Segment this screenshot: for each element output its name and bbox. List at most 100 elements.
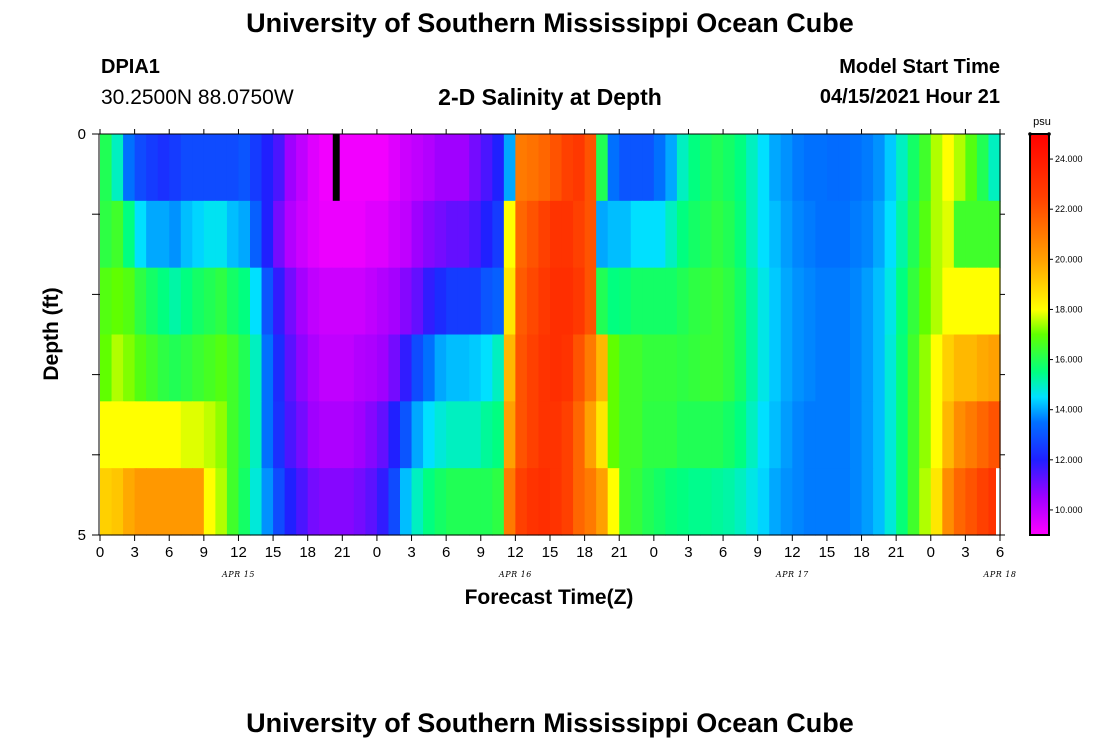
heatmap-cell [630,200,643,269]
heatmap-cell [988,401,1001,469]
heatmap-cell [123,401,136,469]
heatmap-cell [376,401,390,469]
colorbar-tick-label: 22.000 [1055,204,1083,214]
heatmap-cell [930,334,943,402]
heatmap-cell [976,468,990,536]
heatmap-cell [896,267,909,336]
heatmap-cell [584,334,597,402]
heatmap-cell [503,468,516,536]
heatmap-cell [400,134,413,202]
heatmap-cell [469,134,482,202]
heatmap-cell [953,134,966,202]
heatmap-cell [653,468,666,536]
heatmap-cell [803,267,816,336]
heatmap-cell [607,267,620,336]
x-tick-label: 15 [542,544,559,561]
heatmap-cell [965,200,978,269]
heatmap-cell [780,200,793,269]
heatmap-cell [792,401,805,469]
heatmap-cell [688,267,701,336]
heatmap-cell [111,401,124,469]
heatmap-cell [861,334,874,402]
heatmap-cell [342,267,355,336]
heatmap-cell [665,401,678,469]
heatmap-cell [561,134,574,202]
heatmap-cell [100,267,113,336]
heatmap-cell [492,468,505,536]
heatmap-cell [261,468,274,536]
heatmap-cell [123,200,136,269]
heatmap-cell [723,334,736,402]
heatmap-cell [596,267,609,336]
heatmap-cell [134,334,147,402]
heatmap-cell [942,200,955,269]
heatmap-cell [826,401,840,469]
heatmap-cell [919,334,932,402]
x-axis-day-labels: APR 15 APR 16 APR 17 APR 18 [221,570,1016,579]
day-label: APR 17 [775,570,809,579]
heatmap-cell [700,401,713,469]
heatmap-cell [861,401,874,469]
colorbar-corner-dot [1028,132,1032,136]
heatmap-cell [134,267,147,336]
heatmap-cell [238,401,251,469]
x-tick-label: 9 [754,544,762,561]
heatmap-cell [550,267,563,336]
heatmap-cell [307,401,320,469]
heatmap-cell [757,468,770,536]
heatmap-cell [215,134,228,202]
heatmap-cell [561,200,574,269]
heatmap-cell [942,468,955,536]
heatmap-cell [307,468,320,536]
heatmap-cell [584,401,597,469]
heatmap-cell [584,200,597,269]
heatmap-cell [688,401,701,469]
heatmap-cell [746,401,759,469]
heatmap-cell [480,267,493,336]
heatmap-cell [561,267,574,336]
heatmap-cell [526,468,540,536]
heatmap-cell [550,334,563,402]
heatmap-cell [469,200,482,269]
heatmap-cell [100,200,113,269]
heatmap-cell [446,134,459,202]
x-tick-label: 3 [961,544,969,561]
heatmap-cell [284,334,297,402]
x-tick-label: 3 [684,544,692,561]
heatmap-cell [584,468,597,536]
heatmap-cell [665,200,678,269]
heatmap-cell [850,334,863,402]
heatmap-cell [226,334,240,402]
heatmap-cell [123,134,136,202]
heatmap-cell [146,200,159,269]
heatmap-cell [942,401,955,469]
heatmap-cell [700,200,713,269]
heatmap-cell [457,267,470,336]
heatmap-cell [988,334,1001,402]
heatmap-cell [653,134,666,202]
heatmap-cell [250,200,263,269]
colorbar-tick-label: 14.000 [1055,405,1083,415]
heatmap-cell [296,468,309,536]
heatmap-cell [907,468,920,536]
heatmap-cell [769,401,782,469]
heatmap-cell [976,200,990,269]
heatmap-cell [503,267,516,336]
heatmap-cell [423,401,436,469]
heatmap-cell [526,401,540,469]
heatmap-cell [273,401,286,469]
day-label: APR 15 [221,570,255,579]
heatmap-cell [100,334,113,402]
heatmap-cell [826,267,840,336]
heatmap-cell [526,267,540,336]
heatmap-cell [665,334,678,402]
heatmap-cell [146,134,159,202]
heatmap-cell [169,200,182,269]
heatmap-cell [826,334,840,402]
heatmap-cell [180,401,193,469]
heatmap-cell [192,134,205,202]
heatmap-cell [953,468,966,536]
heatmap-cell [446,334,459,402]
heatmap-cell [469,468,482,536]
heatmap-cell [157,200,170,269]
